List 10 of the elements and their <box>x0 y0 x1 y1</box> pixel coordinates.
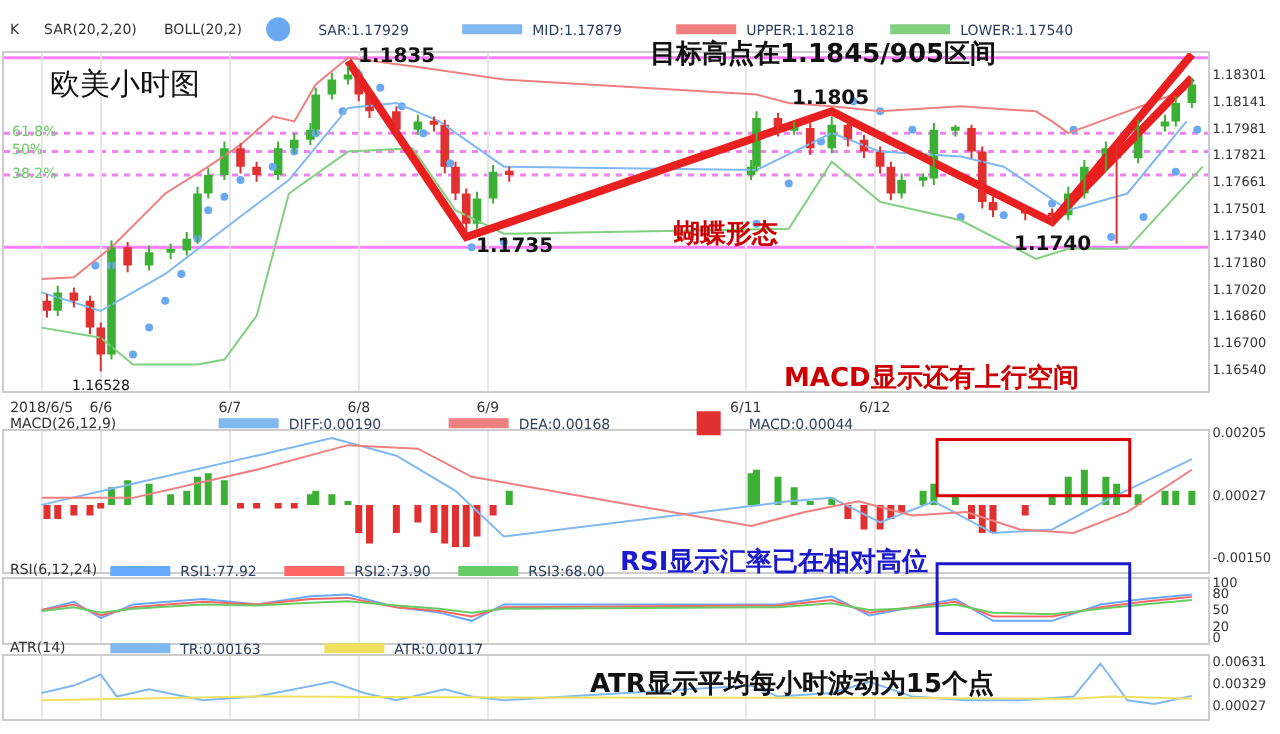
annotation: 目标高点在1.1845/905区间 <box>650 38 997 70</box>
annotation: 蝴蝶形态 <box>672 218 780 250</box>
annotation: 1.1835 <box>358 46 436 68</box>
annotation: ATR显示平均每小时波动为15个点 <box>590 668 995 700</box>
annotation: RSI显示汇率已在相对高位 <box>620 546 929 578</box>
annotation: 1.1740 <box>1014 234 1092 256</box>
annotation: 1.1805 <box>792 88 870 110</box>
annotation: 欧美小时图 <box>50 66 200 102</box>
annotation: 1.1735 <box>476 236 554 258</box>
annotation: MACD显示还有上行空间 <box>784 362 1079 394</box>
